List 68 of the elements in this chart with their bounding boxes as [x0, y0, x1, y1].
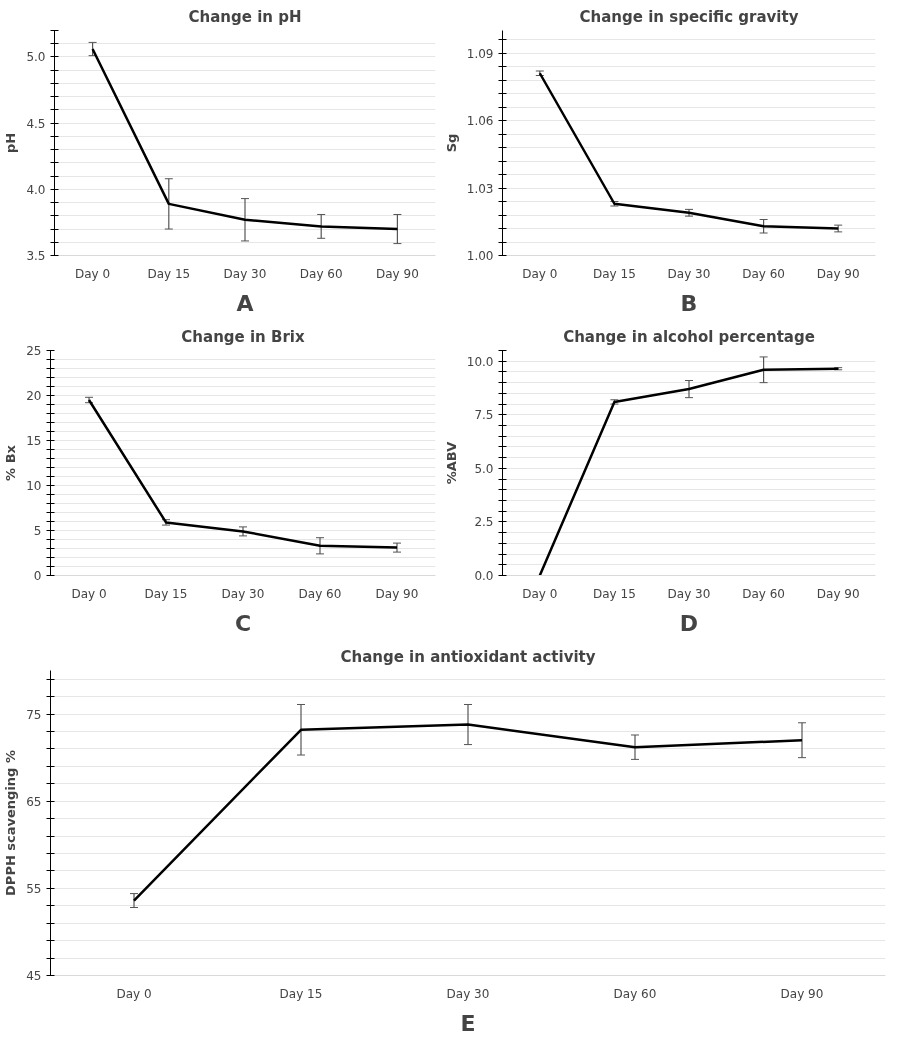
y-tick-label: 3.5	[26, 249, 46, 263]
x-tick-label: Day 0	[522, 586, 558, 601]
x-tick-label: Day 15	[279, 986, 323, 1001]
x-tick-label: Day 15	[593, 266, 636, 281]
x-tick-label: Day 15	[147, 266, 191, 281]
y-tick-label: 1.03	[466, 181, 494, 196]
x-tick-label: Day 60	[742, 266, 785, 281]
y-tick-label: 0	[33, 569, 42, 583]
x-tick-label: Day 15	[593, 586, 636, 601]
y-tick-label: 7.5	[474, 408, 494, 423]
line-series	[538, 367, 840, 576]
y-tick-label: 10.0	[466, 354, 494, 369]
x-tick-label: Day 0	[116, 986, 152, 1001]
x-tick-label: Day 30	[667, 586, 711, 601]
x-tick-label: Day 90	[780, 986, 824, 1001]
text: D	[679, 610, 699, 636]
y-tick-label: 5.0	[26, 50, 46, 65]
y-tick-label: 20	[26, 389, 42, 403]
y-tick-label: 25	[26, 344, 42, 358]
y-tick-label: 5.0	[474, 461, 494, 476]
chart-title: Change in antioxidant activity	[340, 647, 596, 666]
y-axis-title: %ABV	[443, 441, 459, 485]
y-tick-label: 15	[26, 434, 42, 448]
y-tick-label: 65	[26, 794, 42, 809]
text: A	[236, 290, 254, 316]
x-tick-label: Day 60	[299, 266, 343, 281]
x-tick-label: Day 0	[522, 266, 558, 281]
y-tick-label: 4.5	[26, 116, 46, 131]
y-tick-label: 5	[33, 524, 42, 538]
x-tick-label: Day 60	[298, 586, 342, 601]
x-tick-label: Day 60	[613, 986, 657, 1001]
line-series	[538, 72, 840, 230]
y-axis-title: Sg	[443, 133, 459, 153]
text: B	[680, 290, 698, 316]
x-tick-label: Day 30	[221, 586, 265, 601]
y-tick-label: 75	[26, 707, 42, 722]
x-tick-label: Day 90	[816, 266, 860, 281]
line-series	[91, 47, 399, 231]
x-tick-label: Day 15	[144, 586, 188, 601]
x-tick-label: Day 30	[446, 986, 490, 1001]
chart-title: Change in pH	[188, 7, 302, 26]
text: E	[460, 1010, 476, 1036]
x-tick-label: Day 30	[667, 266, 711, 281]
y-tick-label: 0.0	[474, 569, 494, 583]
y-axis-title: % Bx	[3, 444, 19, 481]
y-tick-label: 4.0	[26, 182, 46, 197]
line-series	[132, 723, 804, 902]
x-tick-label: Day 0	[75, 266, 111, 281]
chart-title: Change in alcohol percentage	[563, 327, 815, 346]
y-tick-label: 45	[26, 969, 42, 983]
y-tick-label: 55	[26, 881, 42, 896]
y-tick-label: 10	[26, 479, 42, 493]
chart-title: Change in specific gravity	[579, 7, 799, 26]
y-axis-title: DPPH scavenging %	[3, 750, 19, 896]
y-tick-label: 1.09	[466, 46, 494, 61]
y-axis-title: pH	[3, 132, 19, 154]
line-series	[87, 398, 399, 549]
x-tick-label: Day 60	[742, 586, 785, 601]
y-tick-label: 1.06	[466, 114, 494, 128]
chart-title: Change in Brix	[181, 327, 305, 346]
y-tick-label: 1.00	[466, 249, 494, 263]
x-tick-label: Day 0	[71, 586, 107, 601]
x-tick-label: Day 30	[223, 266, 267, 281]
y-tick-label: 2.5	[474, 515, 494, 530]
x-tick-label: Day 90	[376, 266, 419, 281]
text: C	[234, 610, 252, 636]
x-tick-label: Day 90	[375, 586, 419, 601]
x-tick-label: Day 90	[816, 586, 860, 601]
